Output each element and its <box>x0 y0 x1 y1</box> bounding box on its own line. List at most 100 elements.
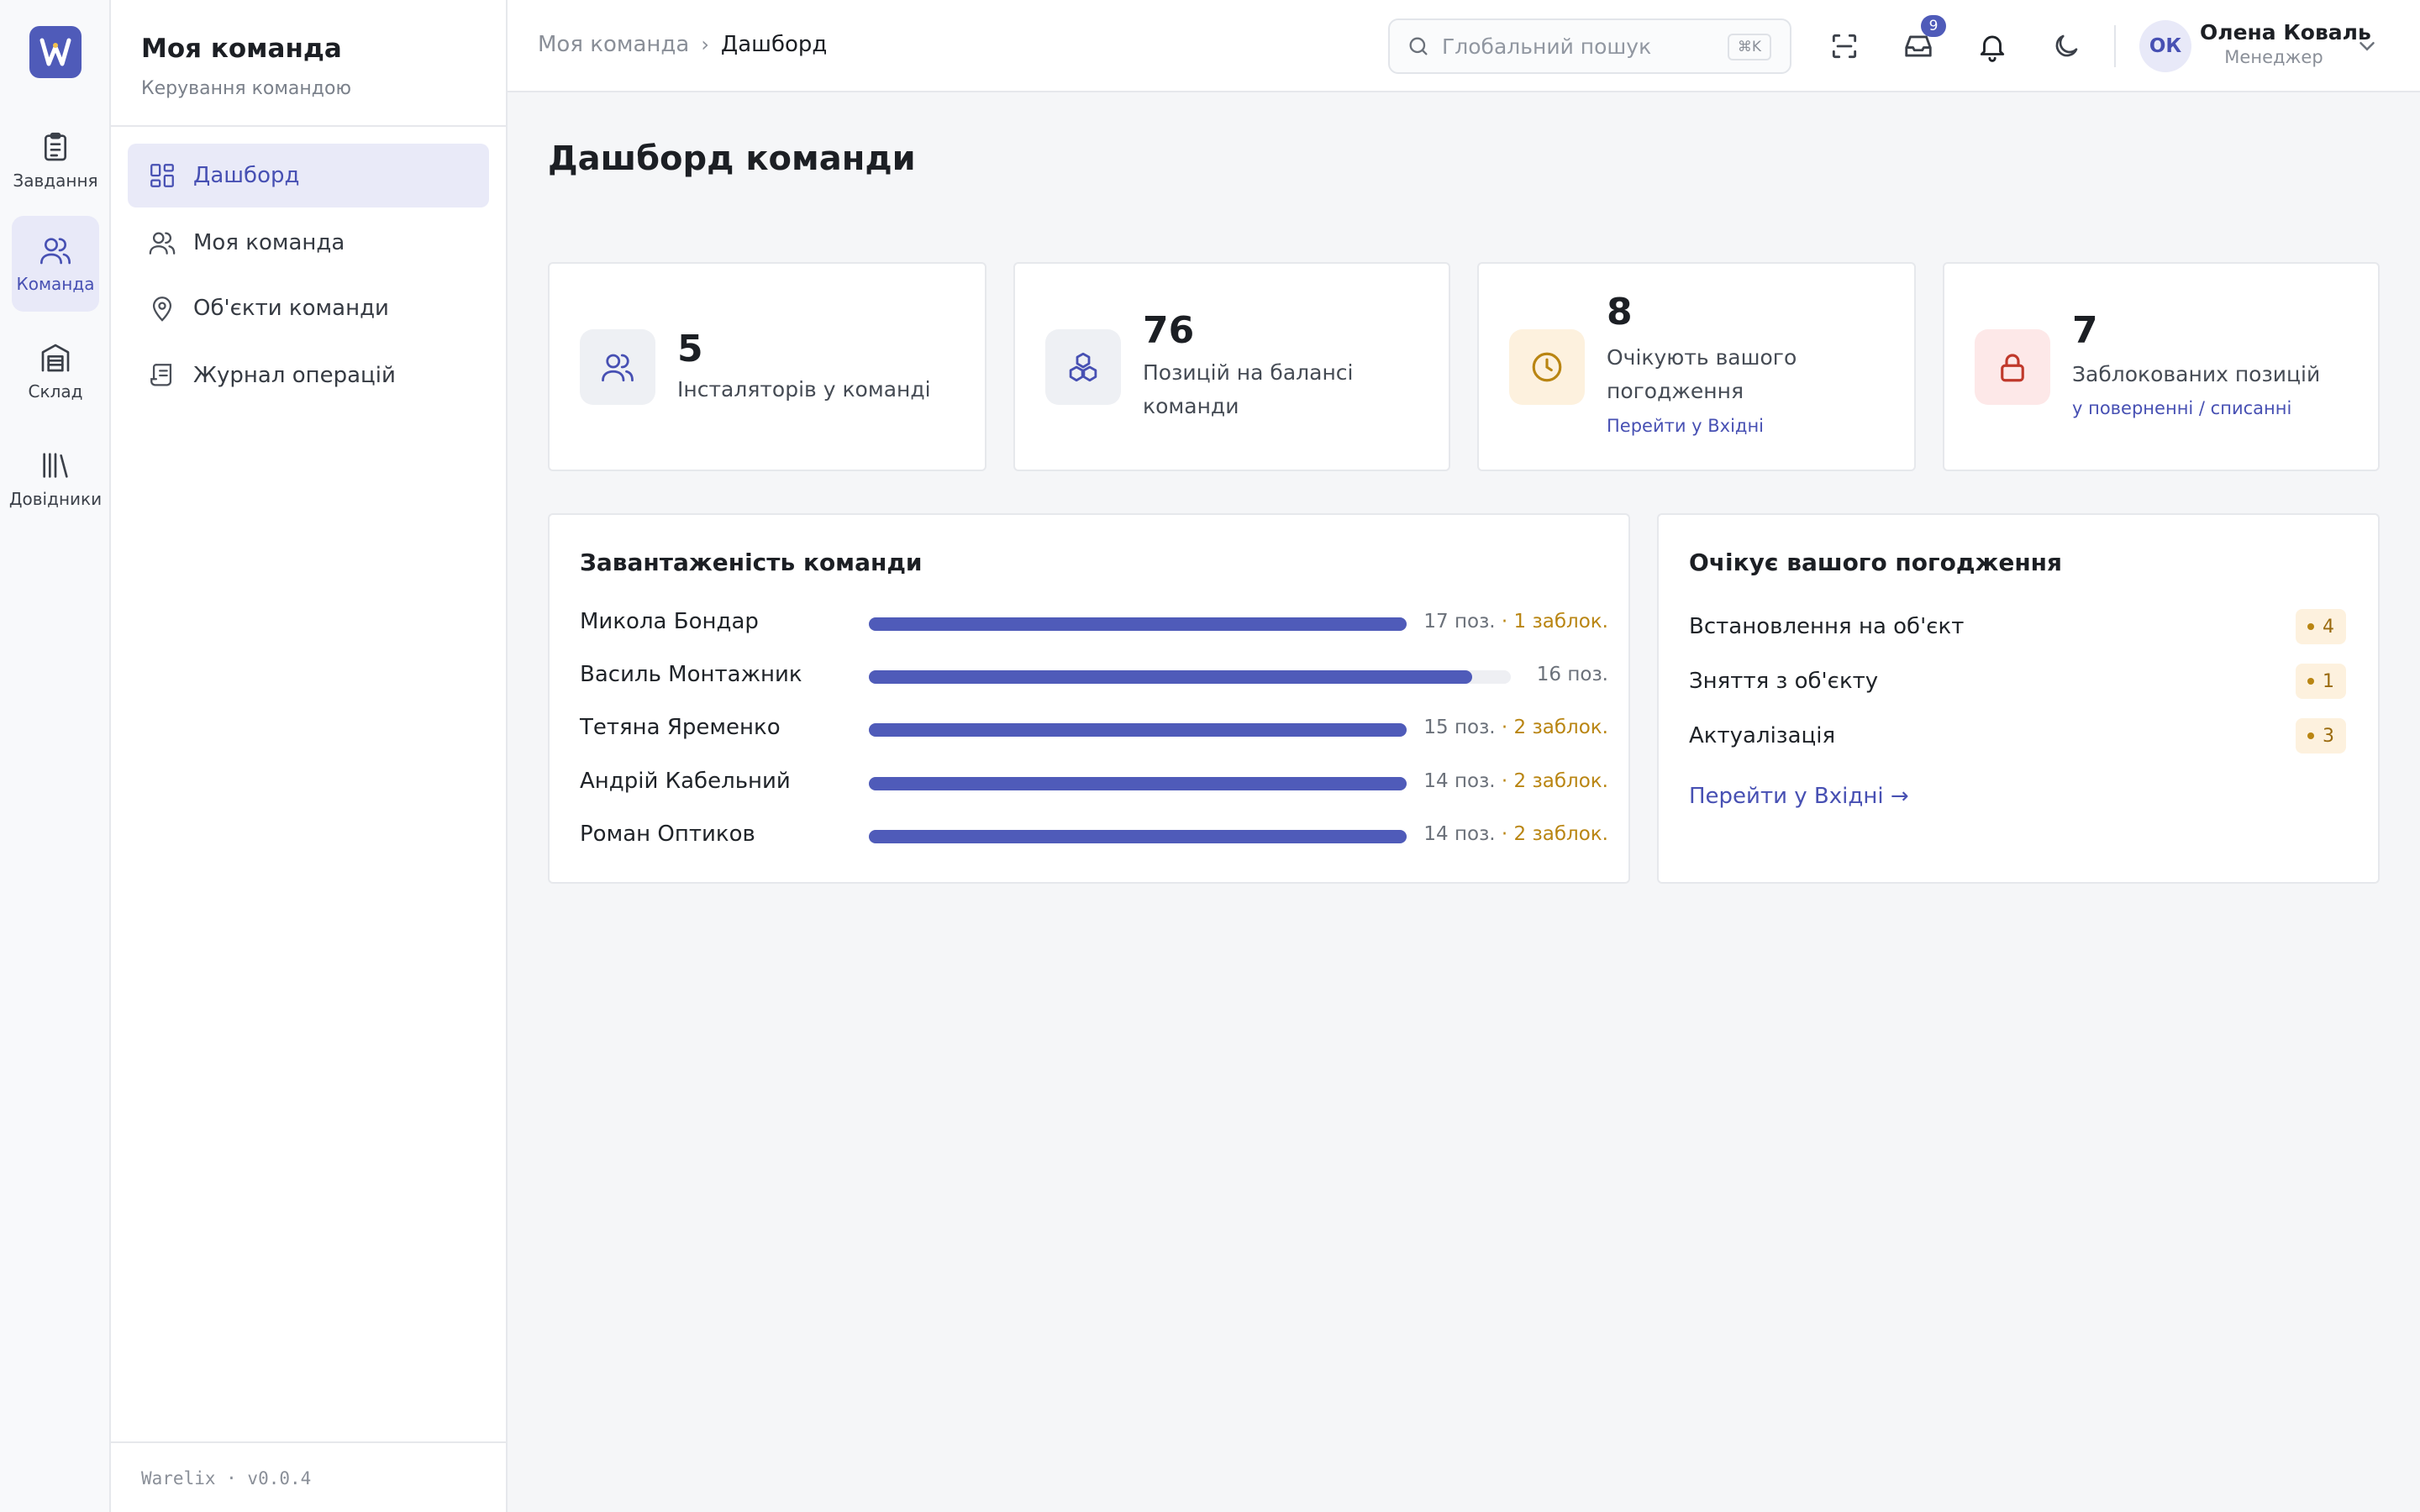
rail-item-label: Довідники <box>8 489 103 509</box>
approval-count-badge: 4 <box>2296 609 2346 644</box>
stat-label: Очікують вашого погодження <box>1607 345 1797 403</box>
sidebar-footer: Warelix · v0.0.4 <box>111 1441 506 1512</box>
stat-label: Позицій на балансі команди <box>1143 360 1354 418</box>
approval-count: 4 <box>2323 616 2334 638</box>
users-icon <box>602 354 634 382</box>
table-row[interactable]: Андрій Кабельний 14 поз. · 2 заблок. <box>580 765 1608 799</box>
workload-bar-track <box>869 830 1407 843</box>
table-row[interactable]: Василь Монтажник 16 поз. <box>580 659 1608 692</box>
stat-icon-wrap <box>1509 329 1585 405</box>
approval-row-install[interactable]: Встановлення на об'єкт 4 <box>1689 606 2346 648</box>
sidebar-item-label: Об'єкти команди <box>193 296 389 321</box>
sidebar-item-label: Журнал операцій <box>193 363 396 388</box>
avatar[interactable]: ОК <box>2139 20 2191 72</box>
go-to-inbox-link[interactable]: Перейти у Вхідні → <box>1689 784 1909 809</box>
status-dot <box>2307 678 2314 685</box>
stat-icon-wrap <box>1045 329 1121 405</box>
sidebar-item-operations-log[interactable]: Журнал операцій <box>128 344 489 407</box>
rail-item-warehouse[interactable]: Склад <box>12 323 99 419</box>
member-name: Тетяна Яременко <box>580 715 781 740</box>
breadcrumb-separator: › <box>701 33 709 56</box>
workload-bar-fill <box>869 830 1407 843</box>
member-name: Роман Оптиков <box>580 822 755 847</box>
workload-bar-fill <box>869 777 1407 790</box>
workload-card: Завантаженість команди Микола Бондар 17 п… <box>548 513 1630 884</box>
moon-icon <box>2055 34 2078 57</box>
approval-count-badge: 1 <box>2296 664 2346 699</box>
workload-title: Завантаженість команди <box>580 549 923 576</box>
breadcrumb-current: Дашборд <box>720 32 828 57</box>
approval-row-update[interactable]: Актуалізація 3 <box>1689 715 2346 757</box>
stat-card-blocked: 7 Заблокованих позицій у поверненні / сп… <box>1943 262 2380 471</box>
workload-meta: 14 поз. · 2 заблок. <box>1423 823 1608 845</box>
sidebar-item-label: Моя команда <box>193 230 345 255</box>
search-shortcut: ⌘K <box>1727 34 1771 60</box>
approvals-card: Очікує вашого погодження Встановлення на… <box>1657 513 2380 884</box>
approvals-title: Очікує вашого погодження <box>1689 549 2063 576</box>
user-name[interactable]: Олена Коваль <box>2200 20 2371 45</box>
approval-row-removal[interactable]: Зняття з об'єкту 1 <box>1689 660 2346 702</box>
sidebar-title: Моя команда <box>141 34 342 64</box>
workload-bar-track <box>869 777 1407 790</box>
positions-count: 17 поз. <box>1423 611 1496 633</box>
table-row[interactable]: Микола Бондар 17 поз. · 1 заблок. <box>580 606 1608 639</box>
search-icon <box>1409 37 1428 55</box>
workload-meta: 17 поз. · 1 заблок. <box>1423 611 1608 633</box>
global-search[interactable]: ⌘K <box>1388 18 1791 74</box>
rail-item-label: Завдання <box>13 171 98 191</box>
positions-count: 14 поз. <box>1423 823 1496 845</box>
positions-count: 15 поз. <box>1423 717 1496 738</box>
blocked-count: · 2 заблок. <box>1495 717 1608 738</box>
inbox-button[interactable]: 9 <box>1897 15 1946 67</box>
chevron-down-icon[interactable] <box>2354 34 2380 59</box>
library-icon <box>43 453 68 478</box>
top-header: Моя команда › Дашборд ⌘K 9 ОК Олена Кова… <box>508 0 2420 92</box>
workload-meta: 14 поз. · 2 заблок. <box>1423 770 1608 792</box>
user-role: Менеджер <box>2224 47 2323 67</box>
stat-value: 76 <box>1143 309 1195 352</box>
sidebar-item-dashboard[interactable]: Дашборд <box>128 144 489 207</box>
sidebar-item-team-objects[interactable]: Об'єкти команди <box>128 276 489 340</box>
stat-card-balance: 76 Позицій на балансі команди <box>1013 262 1450 471</box>
approval-count: 3 <box>2323 725 2334 747</box>
notifications-button[interactable] <box>1971 25 2013 67</box>
rail-item-tasks[interactable]: Завдання <box>12 113 99 208</box>
member-name: Андрій Кабельний <box>580 769 791 794</box>
table-row[interactable]: Тетяна Яременко 15 поз. · 2 заблок. <box>580 711 1608 745</box>
scroll-icon <box>150 364 172 386</box>
clock-icon <box>1532 352 1562 382</box>
stat-link-returns[interactable]: у поверненні / списанні <box>2072 398 2292 418</box>
page-title: Дашборд команди <box>548 139 916 178</box>
member-name: Микола Бондар <box>580 609 759 634</box>
workload-meta: 15 поз. · 2 заблок. <box>1423 717 1608 738</box>
bell-icon <box>1980 35 2005 62</box>
blocked-count: · 2 заблок. <box>1495 823 1608 845</box>
workload-bar-fill <box>869 670 1472 684</box>
breadcrumb-link[interactable]: Моя команда <box>538 32 690 57</box>
theme-toggle-button[interactable] <box>2045 25 2087 67</box>
positions-count: 16 поз. <box>1536 664 1608 685</box>
rail-item-references[interactable]: Довідники <box>8 431 103 527</box>
rail-item-label: Склад <box>28 381 83 402</box>
scan-button[interactable] <box>1823 25 1865 67</box>
workload-bar-track <box>869 617 1407 631</box>
breadcrumb: Моя команда › Дашборд <box>538 32 827 57</box>
rail-item-team[interactable]: Команда <box>12 216 99 312</box>
icon-rail: Завдання Команда Склад Довідники <box>0 0 111 1512</box>
sidebar-item-my-team[interactable]: Моя команда <box>128 211 489 275</box>
approval-label: Зняття з об'єкту <box>1689 669 1879 694</box>
stat-icon-wrap <box>1975 329 2050 405</box>
workload-meta: 16 поз. <box>1537 664 1608 685</box>
lock-icon <box>2001 354 2024 382</box>
approval-count-badge: 3 <box>2296 718 2346 753</box>
stat-link-inbox[interactable]: Перейти у Вхідні <box>1607 416 1765 436</box>
dashboard-icon <box>150 164 174 187</box>
search-input[interactable] <box>1442 34 1719 59</box>
app-logo[interactable] <box>29 26 82 78</box>
blocked-count: · 2 заблок. <box>1495 770 1608 792</box>
warehouse-icon <box>41 344 70 372</box>
inbox-icon <box>1905 35 1932 57</box>
stat-value: 8 <box>1607 291 1633 333</box>
table-row[interactable]: Роман Оптиков 14 поз. · 2 заблок. <box>580 818 1608 852</box>
sidebar-header: Моя команда Керування командою <box>111 0 506 127</box>
